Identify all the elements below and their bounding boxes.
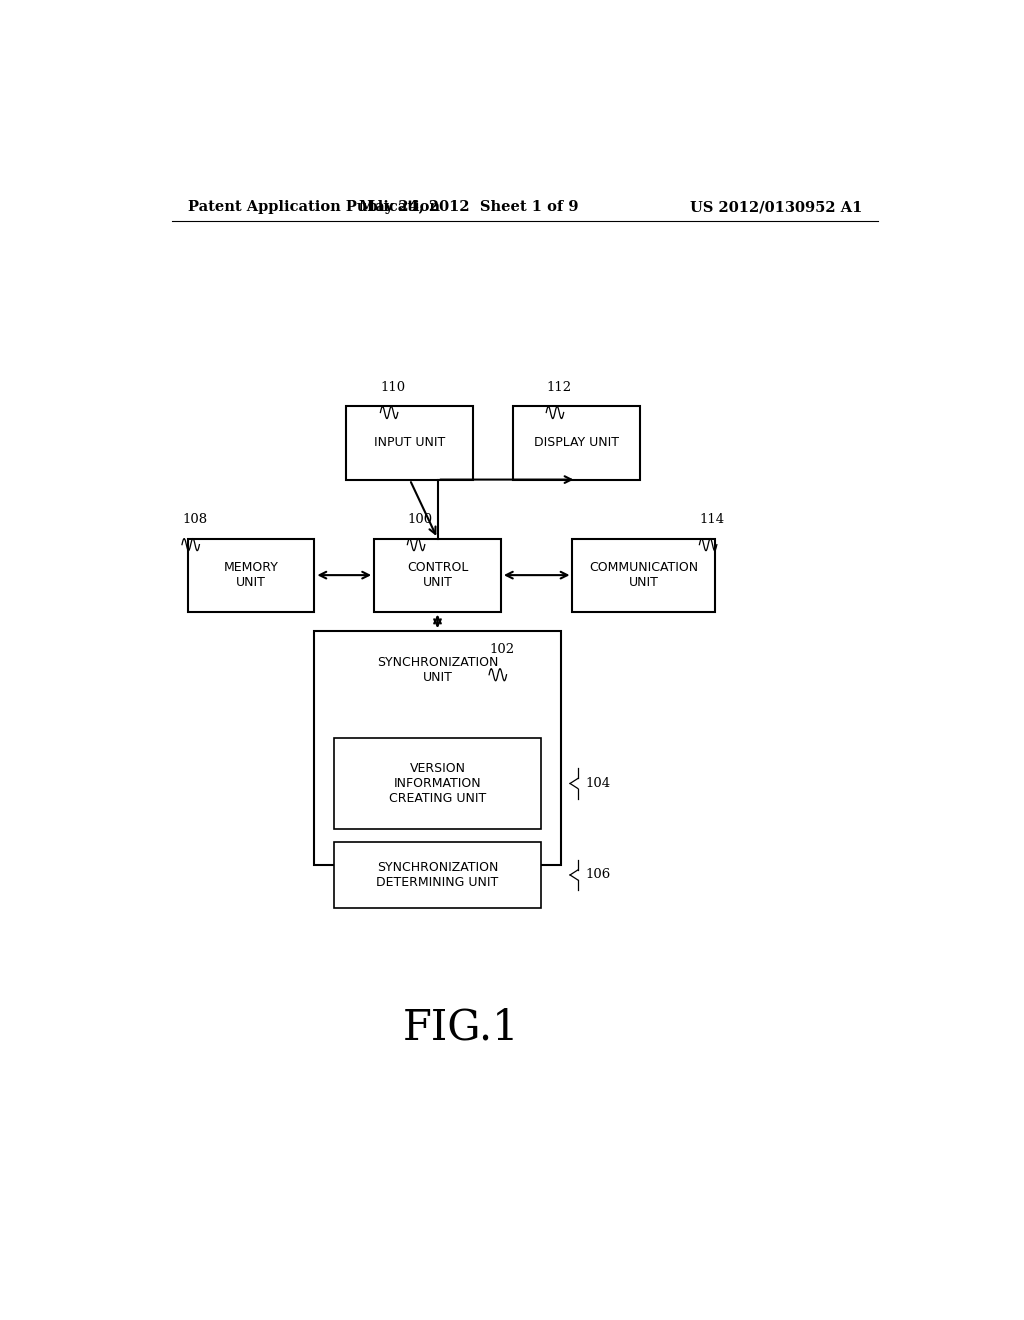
Text: SYNCHRONIZATION
DETERMINING UNIT: SYNCHRONIZATION DETERMINING UNIT [377, 861, 499, 888]
Bar [334, 738, 541, 829]
Text: VERSION
INFORMATION
CREATING UNIT: VERSION INFORMATION CREATING UNIT [389, 762, 486, 805]
Text: COMMUNICATION
UNIT: COMMUNICATION UNIT [589, 561, 698, 589]
Text: 110: 110 [380, 381, 406, 395]
Text: DISPLAY UNIT: DISPLAY UNIT [534, 437, 618, 450]
Text: 106: 106 [586, 869, 611, 882]
Bar [374, 539, 501, 611]
Text: MEMORY
UNIT: MEMORY UNIT [223, 561, 279, 589]
Text: CONTROL
UNIT: CONTROL UNIT [407, 561, 468, 589]
Bar [187, 539, 314, 611]
Text: Patent Application Publication: Patent Application Publication [187, 201, 439, 214]
Text: 114: 114 [699, 513, 725, 527]
Text: 104: 104 [586, 777, 611, 789]
Text: 102: 102 [489, 643, 514, 656]
Text: 100: 100 [408, 513, 432, 527]
Text: FIG.1: FIG.1 [403, 1006, 519, 1048]
Bar [314, 631, 560, 865]
Text: May 24, 2012  Sheet 1 of 9: May 24, 2012 Sheet 1 of 9 [359, 201, 579, 214]
Bar [334, 842, 541, 908]
Text: SYNCHRONIZATION
UNIT: SYNCHRONIZATION UNIT [377, 656, 499, 685]
Bar [572, 539, 715, 611]
Bar [513, 407, 640, 479]
Bar [346, 407, 473, 479]
Text: 112: 112 [546, 381, 571, 395]
Text: INPUT UNIT: INPUT UNIT [374, 437, 445, 450]
Text: US 2012/0130952 A1: US 2012/0130952 A1 [690, 201, 862, 214]
Text: 108: 108 [182, 513, 207, 527]
